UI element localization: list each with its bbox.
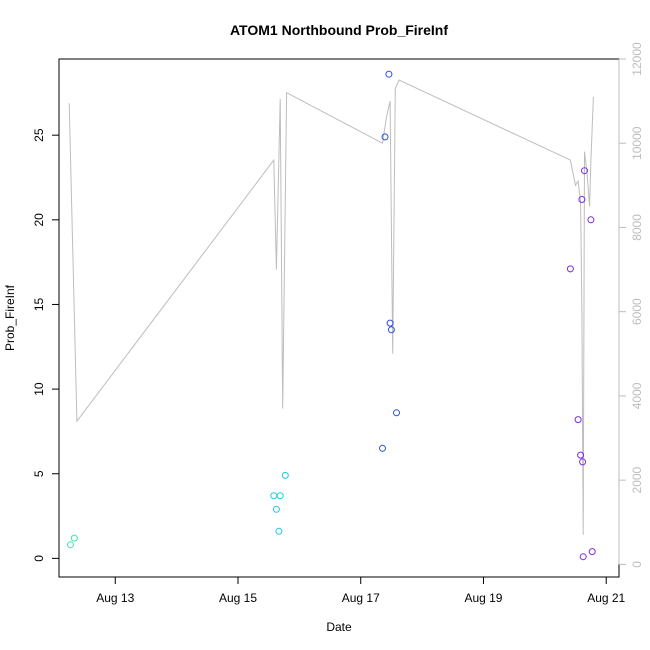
data-point-14 — [574, 416, 582, 424]
data-point-3 — [272, 505, 280, 513]
data-point-0 — [67, 541, 74, 549]
points-layer — [67, 70, 596, 561]
data-point-17 — [579, 458, 587, 466]
plot-frame — [58, 58, 620, 578]
y2-tick-label-2: 4000 — [630, 382, 644, 409]
y-tick-label-4: 20 — [32, 213, 46, 227]
x-tick-label-0: Aug 13 — [96, 591, 134, 605]
data-point-10 — [386, 319, 394, 327]
y2-tick-label-3: 6000 — [630, 298, 644, 325]
x-axis-label: Date — [326, 620, 352, 634]
y2-axis: 0 2000 4000 6000 8000 10000 12000 — [618, 42, 644, 568]
y2-tick-label-4: 8000 — [630, 214, 644, 241]
y2-tick-label-5: 10000 — [630, 126, 644, 160]
data-point-13 — [566, 265, 574, 273]
data-point-16 — [578, 196, 586, 203]
y-tick-label-3: 15 — [32, 297, 46, 311]
data-point-21 — [588, 548, 596, 556]
data-point-4 — [275, 527, 283, 535]
data-point-15 — [577, 451, 585, 459]
data-point-7 — [379, 444, 386, 452]
data-point-6 — [281, 471, 289, 479]
y-axis-label: Prob_FireInf — [3, 284, 17, 351]
y-tick-label-1: 5 — [32, 470, 46, 477]
y-tick-label-5: 25 — [32, 128, 46, 142]
x-tick-label-1: Aug 15 — [219, 591, 257, 605]
y-tick-label-2: 10 — [32, 382, 46, 396]
x-axis: Aug 13 Aug 15 Aug 17 Aug 19 Aug 21 — [96, 576, 626, 605]
x-tick-label-2: Aug 17 — [342, 591, 380, 605]
data-point-5 — [276, 492, 284, 500]
chart-title: ATOM1 Northbound Prob_FireInf — [230, 22, 448, 38]
data-point-11 — [387, 326, 395, 334]
y2-tick-label-1: 2000 — [630, 466, 644, 493]
secondary-series-line — [68, 79, 594, 535]
data-point-19 — [581, 167, 588, 175]
data-point-9 — [385, 70, 393, 78]
data-point-1 — [70, 534, 78, 542]
data-point-18 — [579, 553, 587, 561]
data-point-20 — [587, 216, 595, 224]
data-point-2 — [270, 492, 278, 500]
data-point-8 — [381, 133, 389, 141]
x-tick-label-3: Aug 19 — [464, 591, 502, 605]
y-axis: 0 5 10 15 20 25 — [32, 128, 60, 562]
y2-tick-label-6: 12000 — [630, 42, 644, 76]
x-tick-label-4: Aug 21 — [587, 591, 625, 605]
y-tick-label-0: 0 — [32, 555, 46, 562]
secondary-line-layer — [68, 79, 594, 535]
data-point-12 — [393, 409, 400, 417]
y2-tick-label-0: 0 — [630, 561, 644, 568]
